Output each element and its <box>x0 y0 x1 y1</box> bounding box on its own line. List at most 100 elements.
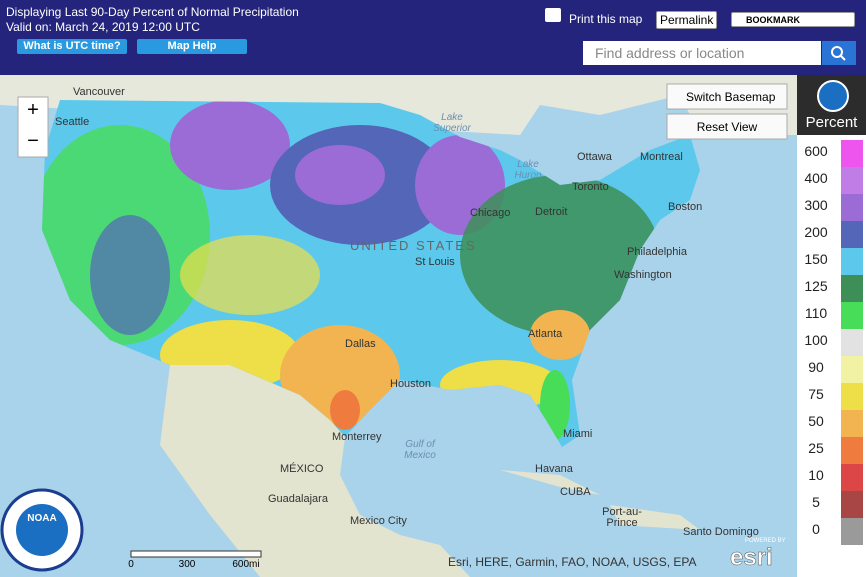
attribution: Esri, HERE, Garmin, FAO, NOAA, USGS, EPA <box>448 555 697 569</box>
legend-swatch <box>841 383 863 410</box>
legend-swatch <box>841 248 863 275</box>
place-label: Toronto <box>572 181 609 193</box>
scale-label: 300 <box>179 559 196 570</box>
reset-view-label: Reset View <box>697 120 758 134</box>
legend-swatch <box>841 221 863 248</box>
place-label: Chicago <box>470 207 510 219</box>
legend-item: 5 <box>797 491 866 518</box>
legend-item: 110 <box>797 302 866 329</box>
zoom-out[interactable]: − <box>27 130 39 152</box>
legend-item: 0 <box>797 518 866 545</box>
legend-swatch <box>841 410 863 437</box>
legend-swatch <box>841 275 863 302</box>
precip-area <box>90 215 170 335</box>
title: Displaying Last 90-Day Percent of Normal… <box>6 5 299 19</box>
legend-item: 400 <box>797 167 866 194</box>
header: Displaying Last 90-Day Percent of Normal… <box>0 0 866 75</box>
legend-item: 125 <box>797 275 866 302</box>
precip-area <box>280 325 400 425</box>
place-label: Mexico City <box>350 515 407 527</box>
country-label: UNITED STATES <box>350 238 477 253</box>
place-label: Atlanta <box>528 328 563 340</box>
legend-label: 25 <box>808 440 824 456</box>
legend-item: 75 <box>797 383 866 410</box>
search-button[interactable] <box>822 41 856 65</box>
legend-label: 110 <box>804 305 828 321</box>
place-label: Guadalajara <box>268 493 329 505</box>
legend-swatch <box>841 356 863 383</box>
legend-item: 600 <box>797 140 866 167</box>
valid-date: Valid on: March 24, 2019 12:00 UTC <box>6 20 200 34</box>
legend-item: 25 <box>797 437 866 464</box>
legend-item: 150 <box>797 248 866 275</box>
legend-swatch <box>841 194 863 221</box>
precip-area <box>540 370 570 440</box>
help-button[interactable]: Map Help <box>137 39 247 54</box>
bookmark[interactable]: BOOKMARK <box>731 12 855 27</box>
zoom-in[interactable]: + <box>27 99 39 121</box>
place-label: Dallas <box>345 338 376 350</box>
esri-logo: esri <box>730 544 773 571</box>
legend-swatch <box>841 518 863 545</box>
search-input[interactable]: Find address or location <box>583 41 821 65</box>
legend-swatch <box>841 329 863 356</box>
place-label: Santo Domingo <box>683 526 759 538</box>
utc-button[interactable]: What is UTC time? <box>17 39 127 54</box>
legend-swatch <box>841 437 863 464</box>
hispaniola-land <box>610 505 700 530</box>
legend-item: 10 <box>797 464 866 491</box>
place-label: Montreal <box>640 151 683 163</box>
powered-by: POWERED BY <box>745 538 786 544</box>
reset-view-button[interactable] <box>666 113 788 140</box>
switch-basemap-button[interactable] <box>666 83 788 110</box>
print-icon[interactable] <box>545 8 561 22</box>
precip-area <box>180 235 320 315</box>
place-label: Ottawa <box>577 151 613 163</box>
legend-label: 100 <box>804 332 828 348</box>
legend-item: 90 <box>797 356 866 383</box>
scale-label: 0 <box>128 559 134 570</box>
legend-label: 90 <box>808 359 824 375</box>
legend-label: 400 <box>804 170 828 186</box>
legend-item: 200 <box>797 221 866 248</box>
legend-swatch <box>841 167 863 194</box>
place-label: Lake <box>441 112 463 123</box>
legend-label: 50 <box>808 413 824 429</box>
place-label: Seattle <box>55 116 89 128</box>
legend-label: 150 <box>804 251 828 267</box>
legend-label: 5 <box>812 494 820 510</box>
canada-land <box>0 75 797 135</box>
place-label: MÉXICO <box>280 462 324 475</box>
legend-label: 0 <box>812 521 820 537</box>
noaa-seal-text: NOAA <box>27 513 56 524</box>
place-label: St Louis <box>415 256 455 268</box>
scale-bar <box>130 550 262 558</box>
place-label: Havana <box>535 463 574 475</box>
place-label: Prince <box>606 517 637 529</box>
place-label: Superior <box>433 123 471 134</box>
legend: Percent 600 400 300 200 150 125 110 100 90 75 50 25… <box>797 75 866 577</box>
precip-area <box>460 175 660 335</box>
print-link[interactable]: Print this map <box>569 12 643 26</box>
legend-label: 200 <box>804 224 828 240</box>
noaa-seal-inner <box>16 504 68 556</box>
place-label: Huron <box>514 170 542 181</box>
legend-label: 600 <box>804 143 828 159</box>
legend-item: 100 <box>797 329 866 356</box>
legend-header: Percent <box>797 75 866 135</box>
legend-noaa-logo <box>817 80 849 112</box>
mexico-land <box>160 365 470 577</box>
legend-item: 300 <box>797 194 866 221</box>
cuba-land <box>500 470 600 495</box>
place-label: CUBA <box>560 486 591 498</box>
permalink[interactable]: Permalink <box>656 11 718 29</box>
legend-items: 600 400 300 200 150 125 110 100 90 75 50 25 10 5 0 <box>797 140 866 545</box>
legend-swatch <box>841 491 863 518</box>
legend-swatch <box>841 302 863 329</box>
place-label: Mexico <box>404 450 436 461</box>
legend-label: 10 <box>808 467 824 483</box>
help-label[interactable]: ? <box>811 555 819 570</box>
